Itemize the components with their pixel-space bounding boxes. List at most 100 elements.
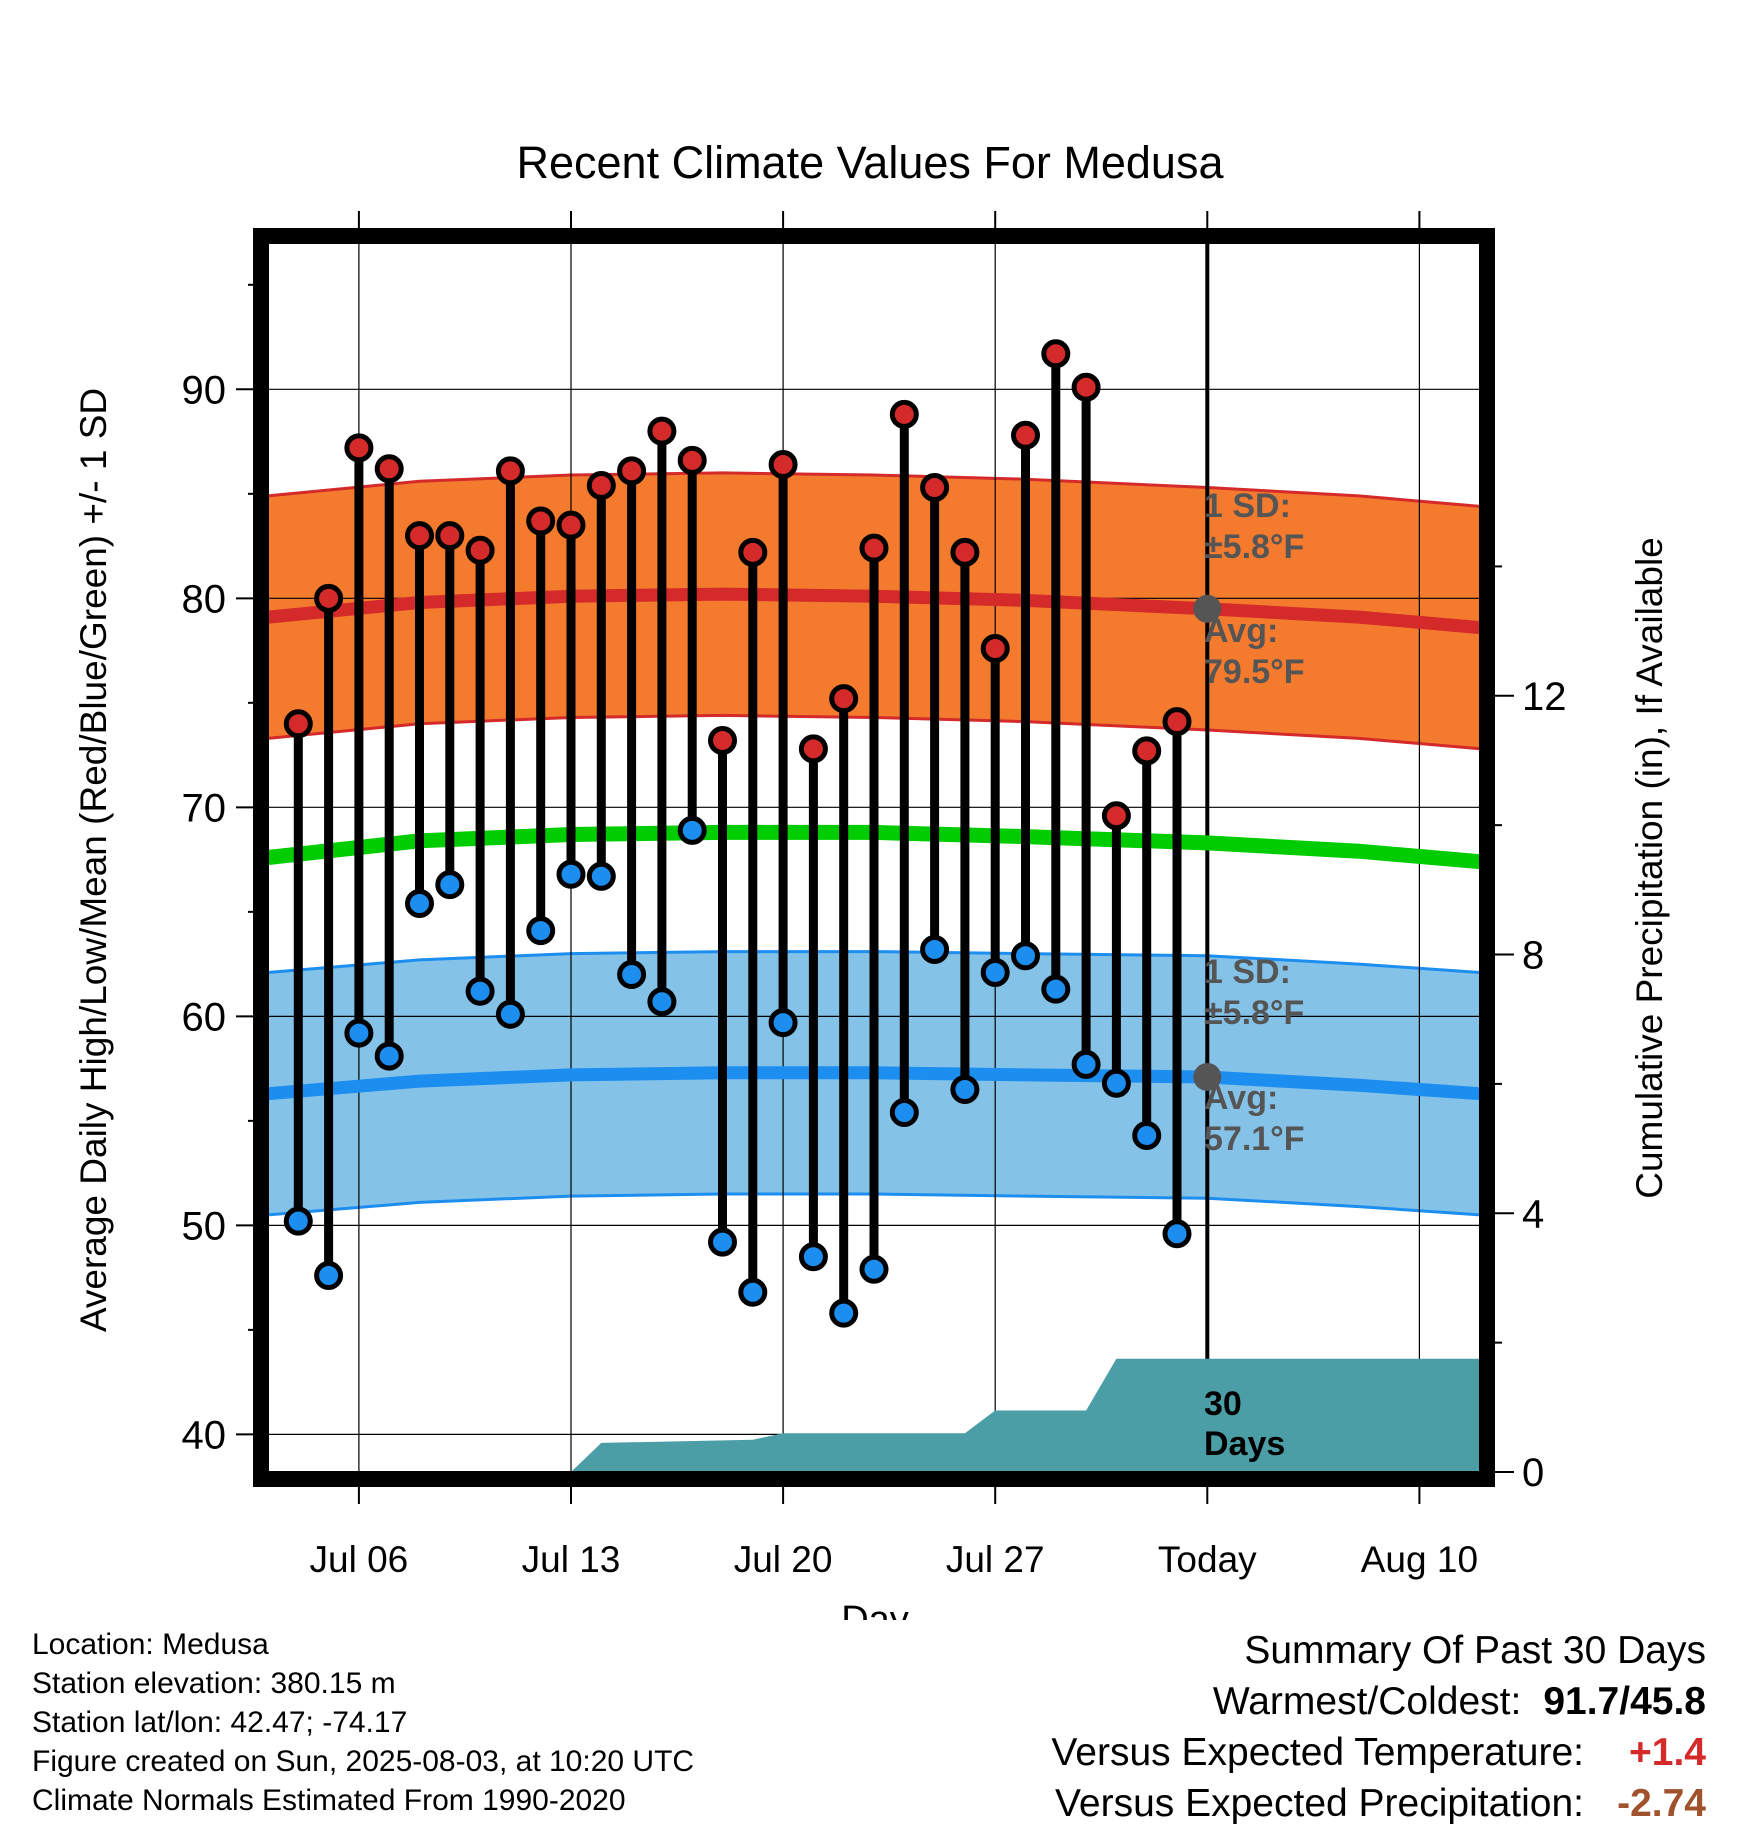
high-sd-label: 1 SD:: [1204, 487, 1291, 525]
high-point: [1132, 736, 1162, 766]
precip-area: [268, 1358, 1480, 1472]
climate-chart: Recent Climate Values For Medusa 4050607…: [73, 137, 1670, 1620]
low-point: [920, 934, 950, 964]
frame-border: [253, 228, 1495, 1487]
y-tick-label: 80: [182, 577, 227, 621]
daily-stems: [293, 349, 1182, 1318]
temp-label: Versus Expected Temperature:: [1051, 1731, 1584, 1774]
low-point: [283, 1206, 313, 1236]
days-count: 30: [1204, 1385, 1242, 1423]
today-high-avg-marker: [1193, 594, 1222, 623]
high-point: [920, 473, 950, 503]
today-low-avg-marker: [1193, 1062, 1222, 1091]
high-point: [526, 506, 556, 536]
temp-row: Versus Expected Temperature: +1.4: [1051, 1727, 1706, 1778]
high-point: [1101, 801, 1131, 831]
low-point: [859, 1254, 889, 1284]
y-tick-label: 60: [182, 995, 227, 1039]
low-point: [435, 870, 465, 900]
y-tick-label: 90: [182, 368, 227, 412]
warm-cold-value: 91.7/45.8: [1543, 1680, 1706, 1723]
low-point: [344, 1018, 374, 1048]
high-point: [1041, 339, 1071, 369]
warm-cold-row: Warmest/Coldest: 91.7/45.8: [1051, 1676, 1706, 1727]
high-sd-value: ±5.8°F: [1204, 528, 1304, 566]
high-point: [647, 416, 677, 446]
low-point: [556, 859, 586, 889]
high-point: [1162, 707, 1192, 737]
low-point: [708, 1227, 737, 1257]
summary-panel: Summary Of Past 30 Days Warmest/Coldest:…: [1051, 1625, 1706, 1829]
created-text: Figure created on Sun, 2025-08-03, at 10…: [32, 1745, 695, 1778]
daily-points: [283, 339, 1192, 1328]
precip-label: Versus Expected Precipitation:: [1055, 1782, 1584, 1825]
high-point: [283, 709, 313, 739]
low-point: [1132, 1120, 1162, 1150]
high-point: [950, 537, 980, 567]
annotations: 1 SD: ±5.8°F Avg: 79.5°F 1 SD: ±5.8°F Av…: [1204, 487, 1305, 1463]
low-point: [768, 1008, 798, 1038]
high-point: [738, 537, 768, 567]
x-tick-label: Today: [1158, 1539, 1257, 1580]
high-point: [980, 633, 1010, 663]
low-point: [980, 957, 1010, 987]
chart-title: Recent Climate Values For Medusa: [517, 137, 1225, 188]
x-tick-label: Jul 06: [310, 1539, 409, 1580]
low-point: [1162, 1219, 1192, 1249]
low-point: [1011, 941, 1040, 971]
y2-tick-label: 12: [1522, 675, 1567, 719]
low-point: [1041, 974, 1071, 1004]
high-sd-band-upper-edge: [267, 471, 1481, 508]
low-point: [738, 1277, 768, 1307]
warm-cold-label: Warmest/Coldest:: [1212, 1680, 1522, 1723]
high-point: [314, 583, 344, 613]
high-avg-value: 79.5°F: [1204, 653, 1305, 691]
high-avg-label: Avg:: [1204, 612, 1278, 650]
x-tick-label: Jul 27: [946, 1539, 1045, 1580]
axis-ticks: 40 50 60 70 80 90 0 4 8 12 Jul 06 Jul 13 Jul 20 Jul 2…: [182, 211, 1567, 1580]
precip-fill: [268, 1358, 1480, 1472]
low-point: [526, 916, 556, 946]
normals-text: Climate Normals Estimated From 1990-2020: [32, 1784, 626, 1817]
low-point: [798, 1242, 828, 1272]
high-point: [708, 725, 737, 755]
low-point: [495, 999, 525, 1029]
high-point: [586, 470, 616, 500]
latlon-text: Station lat/lon: 42.47; -74.17: [32, 1706, 408, 1739]
high-point: [829, 684, 859, 714]
low-point: [889, 1097, 919, 1127]
station-info: Location: Medusa Station elevation: 380.…: [32, 1625, 694, 1820]
low-point: [405, 888, 434, 918]
x-tick-label: Aug 10: [1361, 1539, 1478, 1580]
high-point: [344, 433, 374, 463]
summary-title: Summary Of Past 30 Days: [1244, 1629, 1706, 1672]
high-point: [435, 521, 465, 551]
low-point: [465, 976, 495, 1006]
low-point: [677, 815, 707, 845]
low-point: [617, 960, 647, 990]
low-point: [950, 1075, 980, 1105]
y-axis-label: Average Daily High/Low/Mean (Red/Blue/Gr…: [73, 388, 114, 1332]
low-point: [1101, 1068, 1131, 1098]
precip-row: Versus Expected Precipitation: -2.74: [1051, 1778, 1706, 1829]
y-tick-label: 50: [182, 1204, 227, 1248]
x-tick-label: Jul 13: [522, 1539, 621, 1580]
low-point: [647, 987, 677, 1017]
location-text: Location: Medusa: [32, 1628, 269, 1661]
low-point: [374, 1041, 404, 1071]
high-point: [556, 510, 586, 540]
low-sd-value: ±5.8°F: [1204, 994, 1304, 1032]
y-tick-label: 70: [182, 786, 227, 830]
high-point: [889, 399, 919, 429]
high-point: [677, 445, 707, 475]
high-point: [798, 734, 828, 764]
high-point: [1011, 420, 1040, 450]
y2-axis-label: Cumulative Precipitation (in), If Availa…: [1629, 537, 1670, 1199]
low-point: [829, 1298, 859, 1328]
low-avg-value: 57.1°F: [1204, 1120, 1305, 1158]
high-point: [859, 533, 889, 563]
high-point: [465, 535, 495, 565]
high-point: [374, 454, 404, 484]
low-avg-label: Avg:: [1204, 1079, 1278, 1117]
days-label: Days: [1204, 1425, 1285, 1463]
